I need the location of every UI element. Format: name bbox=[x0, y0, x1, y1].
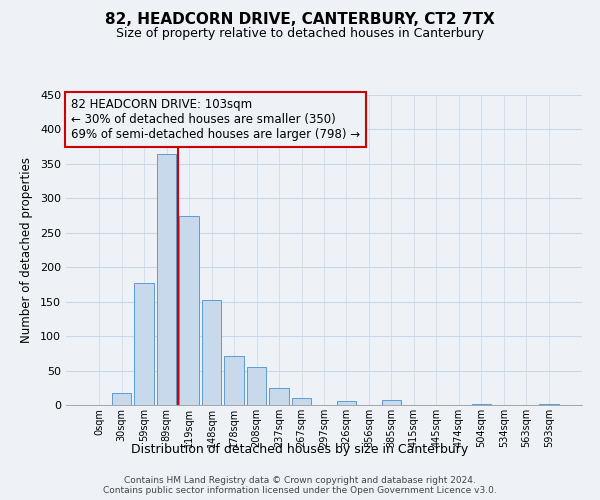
Bar bbox=[202, 300, 221, 405]
Bar bbox=[179, 216, 199, 405]
Bar bbox=[112, 392, 131, 405]
Text: 82, HEADCORN DRIVE, CANTERBURY, CT2 7TX: 82, HEADCORN DRIVE, CANTERBURY, CT2 7TX bbox=[105, 12, 495, 28]
Bar bbox=[157, 154, 176, 405]
Bar bbox=[292, 398, 311, 405]
Bar bbox=[382, 400, 401, 405]
Text: Size of property relative to detached houses in Canterbury: Size of property relative to detached ho… bbox=[116, 28, 484, 40]
Text: 82 HEADCORN DRIVE: 103sqm
← 30% of detached houses are smaller (350)
69% of semi: 82 HEADCORN DRIVE: 103sqm ← 30% of detac… bbox=[71, 98, 360, 141]
Y-axis label: Number of detached properties: Number of detached properties bbox=[20, 157, 33, 343]
Bar bbox=[539, 404, 559, 405]
Bar bbox=[247, 367, 266, 405]
Text: Contains HM Land Registry data © Crown copyright and database right 2024.
Contai: Contains HM Land Registry data © Crown c… bbox=[103, 476, 497, 495]
Bar bbox=[472, 404, 491, 405]
Bar bbox=[134, 283, 154, 405]
Bar bbox=[224, 356, 244, 405]
Bar bbox=[337, 401, 356, 405]
Bar bbox=[269, 388, 289, 405]
Text: Distribution of detached houses by size in Canterbury: Distribution of detached houses by size … bbox=[131, 442, 469, 456]
